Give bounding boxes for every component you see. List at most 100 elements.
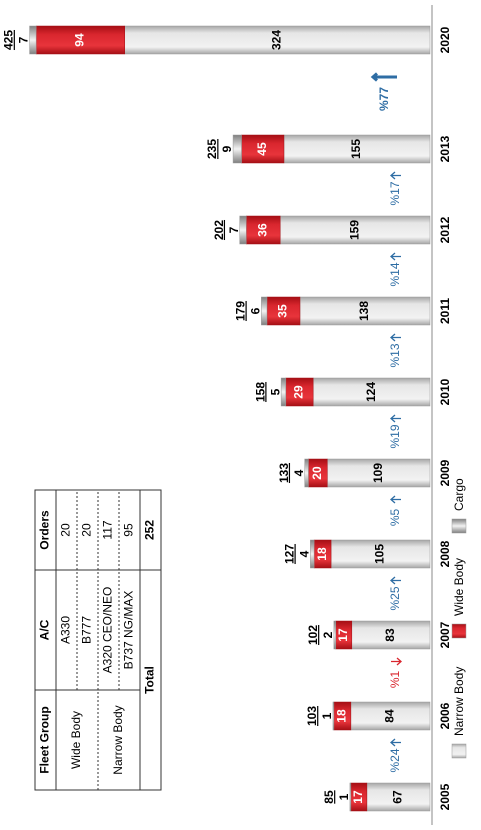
growth-arrow bbox=[390, 576, 401, 585]
table-cell: Narrow Body bbox=[111, 705, 125, 774]
growth-arrow bbox=[390, 495, 401, 504]
segment-label: 67 bbox=[391, 790, 405, 804]
table-cell: Total bbox=[143, 666, 157, 694]
total-label: 179 bbox=[234, 301, 248, 321]
cargo-label: 7 bbox=[17, 36, 31, 43]
x-tick-label: 2013 bbox=[438, 135, 452, 162]
bar-segment bbox=[304, 458, 309, 488]
cargo-label: 5 bbox=[268, 388, 282, 395]
total-label: 235 bbox=[205, 139, 219, 159]
segment-label: 159 bbox=[347, 220, 361, 240]
bar-segment bbox=[29, 25, 37, 55]
segment-label: 84 bbox=[383, 709, 397, 723]
segment-label: 35 bbox=[276, 304, 290, 318]
segment-label: 17 bbox=[336, 628, 350, 642]
total-label: 133 bbox=[277, 463, 291, 483]
segment-label: 94 bbox=[73, 33, 87, 47]
total-label: 103 bbox=[305, 706, 319, 726]
x-tick-label: 2005 bbox=[438, 783, 452, 810]
segment-label: 36 bbox=[255, 223, 269, 237]
segment-label: 18 bbox=[315, 547, 329, 561]
legend-label: Wide Body bbox=[452, 558, 466, 616]
bar-segment bbox=[239, 215, 247, 245]
cargo-label: 4 bbox=[298, 550, 312, 557]
bar-segment bbox=[310, 539, 315, 569]
bar-segment bbox=[332, 701, 335, 731]
table-cell: B777 bbox=[80, 616, 94, 644]
cargo-label: 6 bbox=[249, 307, 263, 314]
growth-arrow bbox=[390, 414, 401, 423]
growth-arrow bbox=[370, 72, 397, 82]
x-tick-label: 2011 bbox=[438, 298, 452, 324]
table-cell: Fleet Group bbox=[38, 706, 52, 773]
legend-swatch bbox=[451, 743, 467, 759]
growth-label: %1 bbox=[388, 671, 402, 689]
table-cell: A320 CEO/NEO bbox=[101, 587, 115, 674]
cargo-label: 9 bbox=[220, 145, 234, 152]
cargo-label: 4 bbox=[292, 469, 306, 476]
legend-swatch bbox=[451, 623, 467, 639]
segment-label: 324 bbox=[270, 30, 284, 50]
total-label: 127 bbox=[283, 544, 297, 564]
x-tick-label: 2006 bbox=[438, 702, 452, 729]
segment-label: 17 bbox=[351, 790, 365, 804]
table-cell: 95 bbox=[122, 523, 136, 537]
segment-label: 138 bbox=[357, 301, 371, 321]
x-tick-label: 2009 bbox=[438, 459, 452, 486]
bar-segment bbox=[349, 782, 352, 812]
legend-label: Narrow Body bbox=[452, 667, 466, 736]
segment-label: 18 bbox=[335, 709, 349, 723]
table-cell: A330 bbox=[59, 616, 73, 644]
table-cell: 20 bbox=[80, 523, 94, 537]
growth-label: %77 bbox=[377, 87, 391, 111]
growth-arrow bbox=[390, 333, 401, 342]
growth-arrow bbox=[390, 738, 401, 747]
x-tick-label: 2008 bbox=[438, 540, 452, 567]
x-tick-label: 2007 bbox=[438, 621, 452, 648]
total-label: 202 bbox=[212, 220, 226, 240]
segment-label: 105 bbox=[373, 544, 387, 564]
total-label: 158 bbox=[253, 382, 267, 402]
growth-label: %13 bbox=[388, 343, 402, 367]
cargo-label: 2 bbox=[321, 631, 335, 638]
growth-label: %19 bbox=[388, 424, 402, 448]
x-tick-label: 2020 bbox=[438, 26, 452, 53]
table-cell: B737 NG/MAX bbox=[122, 591, 136, 670]
bar-segment bbox=[333, 620, 337, 650]
table-cell: A/C bbox=[38, 619, 52, 640]
segment-label: 155 bbox=[349, 139, 363, 159]
growth-arrow bbox=[391, 657, 402, 666]
growth-label: %25 bbox=[388, 586, 402, 610]
growth-label: %17 bbox=[388, 181, 402, 205]
growth-label: %24 bbox=[388, 748, 402, 772]
table-cell: 252 bbox=[143, 520, 157, 540]
cargo-label: 1 bbox=[320, 712, 334, 719]
total-label: 102 bbox=[306, 625, 320, 645]
growth-label: %5 bbox=[388, 509, 402, 527]
segment-label: 45 bbox=[255, 142, 269, 156]
growth-label: %14 bbox=[388, 262, 402, 286]
total-label: 85 bbox=[322, 790, 336, 804]
cargo-label: 1 bbox=[337, 793, 351, 800]
segment-label: 83 bbox=[383, 628, 397, 642]
table-cell: Orders bbox=[38, 510, 52, 550]
cargo-label: 7 bbox=[227, 226, 241, 233]
bar-segment bbox=[232, 134, 242, 164]
bar-segment bbox=[280, 377, 287, 407]
segment-label: 109 bbox=[371, 463, 385, 483]
x-tick-label: 2010 bbox=[438, 378, 452, 405]
legend-label: Cargo bbox=[452, 478, 466, 511]
segment-label: 124 bbox=[364, 382, 378, 402]
table-cell: Wide Body bbox=[69, 711, 83, 769]
legend-swatch bbox=[451, 518, 467, 534]
x-tick-label: 2012 bbox=[438, 216, 452, 243]
growth-arrow bbox=[390, 171, 401, 180]
rotated-chart: 2005671718520068418110320078317210220081… bbox=[2, 5, 467, 825]
table-cell: 117 bbox=[101, 520, 115, 539]
total-label: 425 bbox=[2, 30, 16, 50]
growth-arrow bbox=[390, 252, 401, 261]
bar-segment bbox=[261, 296, 268, 326]
table-cell: 20 bbox=[59, 523, 73, 537]
